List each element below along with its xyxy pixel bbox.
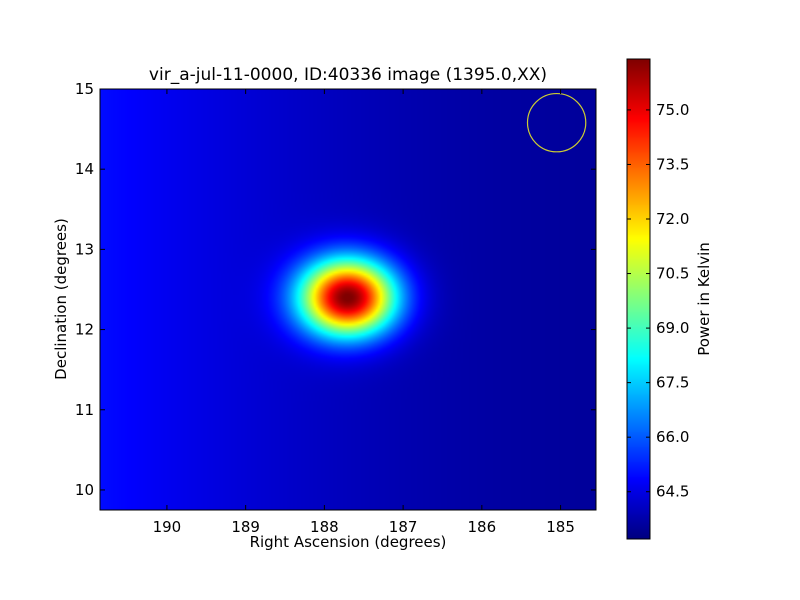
plot-area <box>99 88 597 511</box>
x-axis: 190 189 188 187 186 185 <box>153 89 575 536</box>
chart-title: vir_a-jul-11-0000, ID:40336 image (1395.… <box>149 65 547 85</box>
y-tick-label: 12 <box>75 321 94 339</box>
colorbar-ticks: 64.5 66.0 67.5 69.0 70.5 72.0 73.5 75.0 <box>627 101 689 501</box>
colorbar-gradient <box>627 59 650 539</box>
colorbar-tick-label: 66.0 <box>656 428 689 446</box>
y-axis-label: Declination (degrees) <box>52 218 70 380</box>
x-tick-label: 185 <box>546 518 575 536</box>
colorbar-tick-label: 72.0 <box>656 210 689 228</box>
x-tick-label: 190 <box>153 518 182 536</box>
y-tick-label: 15 <box>75 80 94 98</box>
colorbar-tick-label: 64.5 <box>656 483 689 501</box>
y-tick-label: 10 <box>75 481 94 499</box>
colorbar-frame <box>626 58 651 540</box>
colorbar-tick-label: 67.5 <box>656 374 689 392</box>
x-tick-label: 186 <box>468 518 497 536</box>
x-tick-label: 188 <box>310 518 339 536</box>
colorbar-tick-label: 75.0 <box>656 101 689 119</box>
y-tick-label: 13 <box>75 240 94 258</box>
plot-frame <box>99 88 597 511</box>
colorbar-label: Power in Kelvin <box>695 242 713 356</box>
y-tick-label: 11 <box>75 401 94 419</box>
x-tick-label: 189 <box>231 518 260 536</box>
colorbar-tick-label: 73.5 <box>656 155 689 173</box>
x-tick-label: 187 <box>389 518 418 536</box>
beam-marker-circle <box>526 92 587 153</box>
y-axis: 10 11 12 13 14 15 <box>75 80 596 499</box>
colorbar-tick-label: 70.5 <box>656 265 689 283</box>
colorbar-tick-label: 69.0 <box>656 319 689 337</box>
colorbar: 64.5 66.0 67.5 69.0 70.5 72.0 73.5 75.0 Power i… <box>626 58 713 540</box>
x-axis-label: Right Ascension (degrees) <box>250 533 447 551</box>
heatmap-image <box>100 89 596 510</box>
y-tick-label: 14 <box>75 160 94 178</box>
